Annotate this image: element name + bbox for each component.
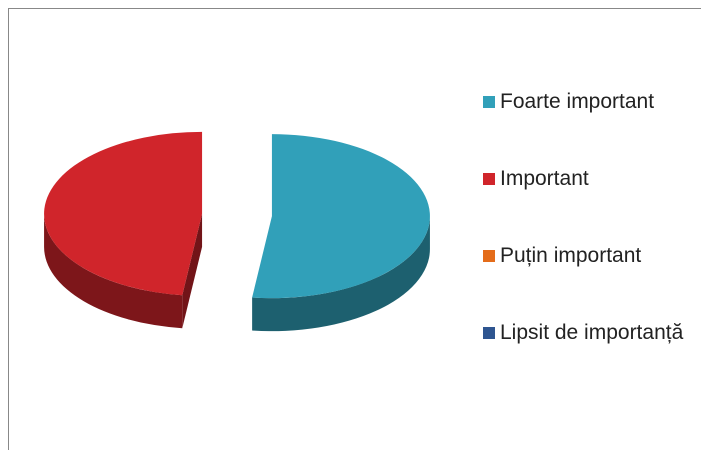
legend-item: Puțin important [483,240,698,317]
pie-slice [44,131,203,296]
slice-side [252,216,430,332]
legend-label: Lipsit de importanță [500,321,684,344]
slice-side [44,213,183,329]
legend-swatch [483,173,495,185]
legend-item: Important [483,163,698,240]
legend-item: Foarte important [483,86,698,163]
legend: Foarte important Important Puțin important… [483,86,698,394]
slice-wall [182,213,203,329]
legend-label: Puțin important [500,244,642,267]
chart [44,131,430,332]
legend-swatch [483,96,495,108]
legend-label: Important [500,167,589,190]
legend-swatch [483,250,495,262]
pie-slice [252,134,430,299]
legend-swatch [483,327,495,339]
legend-label: Foarte important [500,90,655,113]
legend-item: Lipsit de importanță [483,317,698,394]
chart-frame [8,8,701,450]
